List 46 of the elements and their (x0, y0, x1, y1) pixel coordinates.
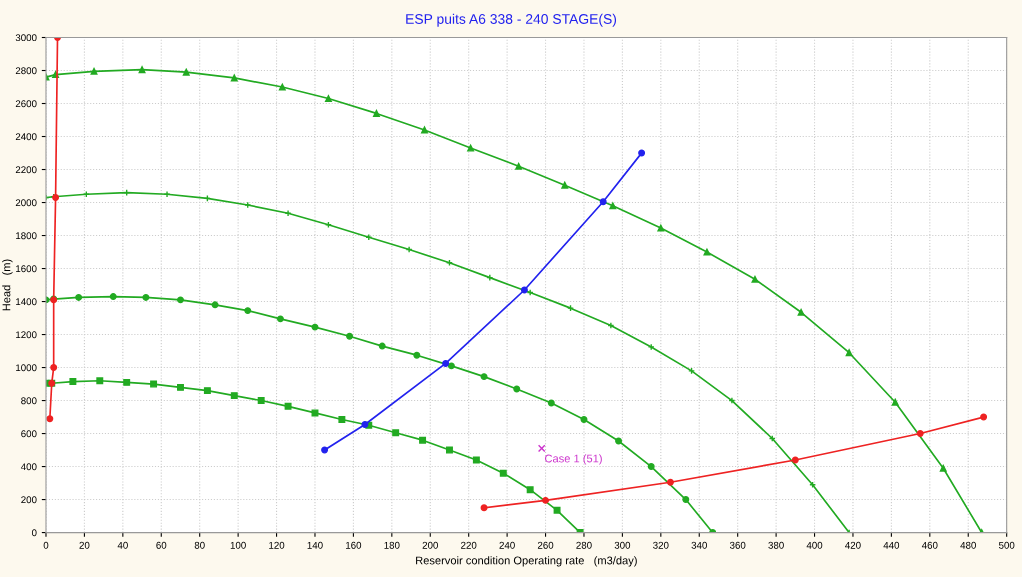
x-tick-label: 460 (921, 541, 938, 549)
x-tick-label: 300 (614, 541, 631, 549)
x-tick-label: 200 (422, 541, 438, 549)
x-tick-label: 100 (230, 541, 246, 549)
x-tick-label: 240 (499, 541, 515, 549)
x-tick-label: 260 (537, 541, 554, 549)
x-tick-label: 320 (653, 541, 669, 549)
x-tick-label: 420 (845, 541, 861, 549)
annotation: Case 1 (51) (545, 454, 602, 465)
y-tick-label: 1800 (16, 232, 37, 240)
x-tick-label: 400 (806, 541, 823, 549)
y-axis-title: Head (m) (2, 259, 13, 311)
x-tick-label: 120 (269, 541, 285, 549)
y-tick-label: 400 (20, 463, 37, 471)
y-tick-label: 3000 (15, 34, 37, 42)
x-tick-label: 440 (883, 541, 900, 549)
y-tick-label: 600 (21, 430, 37, 438)
y-tick-label: 0 (31, 529, 37, 537)
y-tick-label: 2800 (15, 67, 37, 75)
x-tick-label: 140 (307, 541, 323, 549)
x-tick-label: 0 (43, 541, 49, 549)
y-tick-label: 1400 (16, 298, 37, 306)
x-tick-label: 360 (729, 541, 746, 549)
y-tick-label: 2400 (15, 133, 37, 141)
chart-title: ESP puits A6 338 - 240 STAGE(S) (406, 13, 617, 27)
x-tick-label: 380 (768, 541, 784, 549)
x-tick-label: 280 (576, 541, 592, 549)
x-tick-label: 180 (384, 541, 400, 549)
x-tick-label: 20 (79, 541, 90, 549)
x-tick-label: 160 (346, 541, 362, 549)
x-tick-label: 60 (156, 541, 167, 549)
y-tick-label: 1200 (16, 331, 37, 339)
y-tick-label: 2600 (15, 100, 37, 108)
y-tick-label: 800 (21, 397, 37, 405)
y-tick-label: 1000 (16, 364, 37, 372)
x-axis-title: Reservoir condition Operating rate (m3/day) (416, 556, 637, 567)
y-tick-label: 1600 (16, 265, 37, 273)
y-tick-label: 2000 (15, 199, 37, 207)
x-tick-label: 80 (194, 541, 205, 549)
x-tick-label: 220 (461, 541, 477, 549)
x-tick-label: 340 (691, 541, 707, 549)
y-tick-label: 2200 (15, 166, 37, 174)
x-tick-label: 480 (960, 541, 976, 549)
x-tick-label: 40 (117, 541, 128, 549)
x-tick-label: 500 (998, 541, 1015, 549)
y-tick-label: 200 (21, 496, 37, 504)
